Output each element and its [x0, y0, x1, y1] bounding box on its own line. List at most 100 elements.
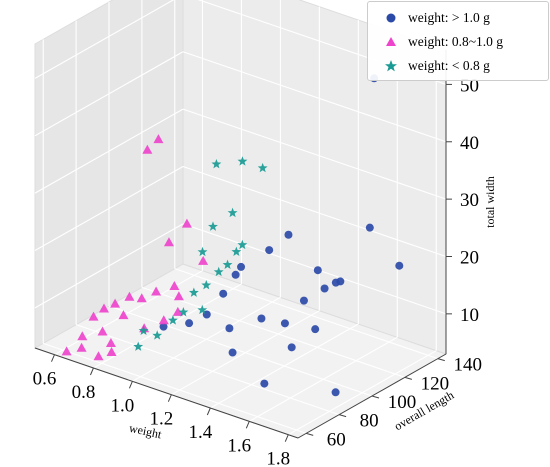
y-grid-floor — [174, 268, 438, 360]
x-tick-mark — [167, 394, 172, 402]
z-grid-left — [34, 223, 184, 309]
data-point-triangle — [163, 237, 174, 247]
legend-label: weight: < 0.8 g — [408, 58, 490, 73]
data-point-triangle — [173, 291, 184, 301]
data-point-circle — [260, 379, 269, 388]
y-tick-mark — [371, 395, 380, 399]
data-point-circle — [257, 314, 266, 323]
data-point-star — [188, 287, 199, 297]
data-point-star — [222, 259, 233, 269]
data-point-star — [167, 315, 178, 325]
z-tick-label: 10 — [460, 305, 479, 326]
data-point-star — [208, 221, 218, 231]
data-point-star — [178, 307, 189, 317]
z-grid-back — [182, 165, 447, 258]
data-point-triangle — [118, 310, 129, 320]
data-point-circle — [287, 343, 296, 352]
y-tick-mark — [404, 376, 413, 380]
data-point-triangle — [181, 218, 192, 228]
z-tick-label: 40 — [460, 133, 479, 154]
series-1 — [61, 134, 209, 361]
data-point-star — [257, 162, 268, 173]
z-grid-left — [34, 0, 175, 79]
data-point-circle — [284, 230, 293, 239]
data-point-circle — [311, 325, 320, 334]
x-tick-label: 1.0 — [111, 395, 135, 416]
y-tick-label: 120 — [421, 373, 450, 394]
grid-lines — [34, 0, 447, 436]
x-tick-mark — [206, 407, 211, 416]
data-point-triangle — [97, 326, 108, 336]
data-point-star — [138, 325, 149, 335]
data-point-circle — [299, 296, 308, 305]
data-point-triangle — [98, 303, 109, 313]
x-tick-label: 1.4 — [188, 422, 212, 443]
data-point-triangle — [93, 351, 104, 361]
y-tick-mark — [306, 432, 314, 436]
y-tick-label: 100 — [388, 392, 417, 413]
data-point-triangle — [169, 280, 180, 290]
x-tick-label: 0.6 — [33, 369, 57, 390]
data-point-triangle — [158, 315, 169, 325]
z-grid-back — [182, 108, 447, 200]
data-point-star — [133, 341, 144, 351]
y-tick-label: 60 — [327, 429, 346, 450]
data-point-triangle — [110, 298, 121, 308]
data-point-star — [211, 158, 222, 169]
series-2 — [133, 156, 268, 351]
data-point-star — [213, 266, 224, 277]
data-point-circle — [320, 284, 329, 293]
data-point-circle — [395, 261, 404, 270]
y-grid-floor — [43, 342, 307, 434]
x-tick-mark — [245, 421, 250, 429]
data-point-star — [237, 156, 248, 166]
x-tick-label: 1.2 — [149, 409, 173, 430]
triangle-marker-icon — [374, 35, 408, 49]
z-tick-label: 30 — [460, 190, 479, 211]
data-point-triangle — [105, 338, 116, 348]
data-point-circle — [313, 266, 322, 275]
data-point-circle — [331, 388, 340, 397]
y-tick-mark — [437, 358, 445, 362]
data-point-star — [152, 330, 163, 340]
x-axis-label: weight — [128, 421, 164, 442]
data-point-circle — [231, 270, 240, 279]
x-axis-line — [34, 347, 299, 439]
data-point-circle — [280, 319, 289, 328]
data-point-circle — [219, 289, 228, 298]
legend-label: weight: 0.8~1.0 g — [408, 34, 504, 49]
circle-marker-icon — [374, 11, 408, 25]
x-tick-label: 1.6 — [227, 435, 251, 456]
data-point-star — [197, 246, 208, 257]
y-tick-mark — [338, 414, 347, 418]
x-tick-label: 1.8 — [266, 449, 290, 467]
z-grid-back — [182, 51, 447, 143]
data-point-triangle — [153, 134, 164, 144]
data-point-triangle — [198, 255, 209, 265]
data-point-triangle — [88, 311, 99, 321]
data-point-star — [237, 239, 248, 250]
data-point-circle — [237, 262, 246, 271]
data-point-triangle — [61, 346, 72, 356]
x-tick-label: 0.8 — [72, 382, 96, 403]
data-point-circle — [265, 246, 274, 255]
legend: weight: > 1.0 g weight: 0.8~1.0 g weight… — [367, 1, 549, 81]
legend-item-light: weight: < 0.8 g — [374, 54, 542, 78]
data-point-star — [227, 207, 238, 218]
data-point-circle — [159, 322, 168, 331]
data-point-circle — [228, 348, 237, 357]
y-grid-floor — [75, 324, 340, 416]
data-point-star — [201, 279, 212, 290]
y-tick-label: 80 — [360, 411, 379, 432]
z-grid-left — [34, 166, 184, 251]
y-grid-floor — [108, 305, 373, 397]
data-point-star — [197, 304, 208, 315]
data-point-triangle — [77, 331, 88, 341]
y-tick-label: 140 — [454, 355, 483, 376]
x-tick-mark — [284, 434, 289, 442]
data-point-triangle — [106, 346, 117, 356]
legend-item-heavy: weight: > 1.0 g — [374, 6, 542, 30]
z-axis-label: total width — [483, 176, 497, 228]
legend-item-medium: weight: 0.8~1.0 g — [374, 30, 542, 54]
